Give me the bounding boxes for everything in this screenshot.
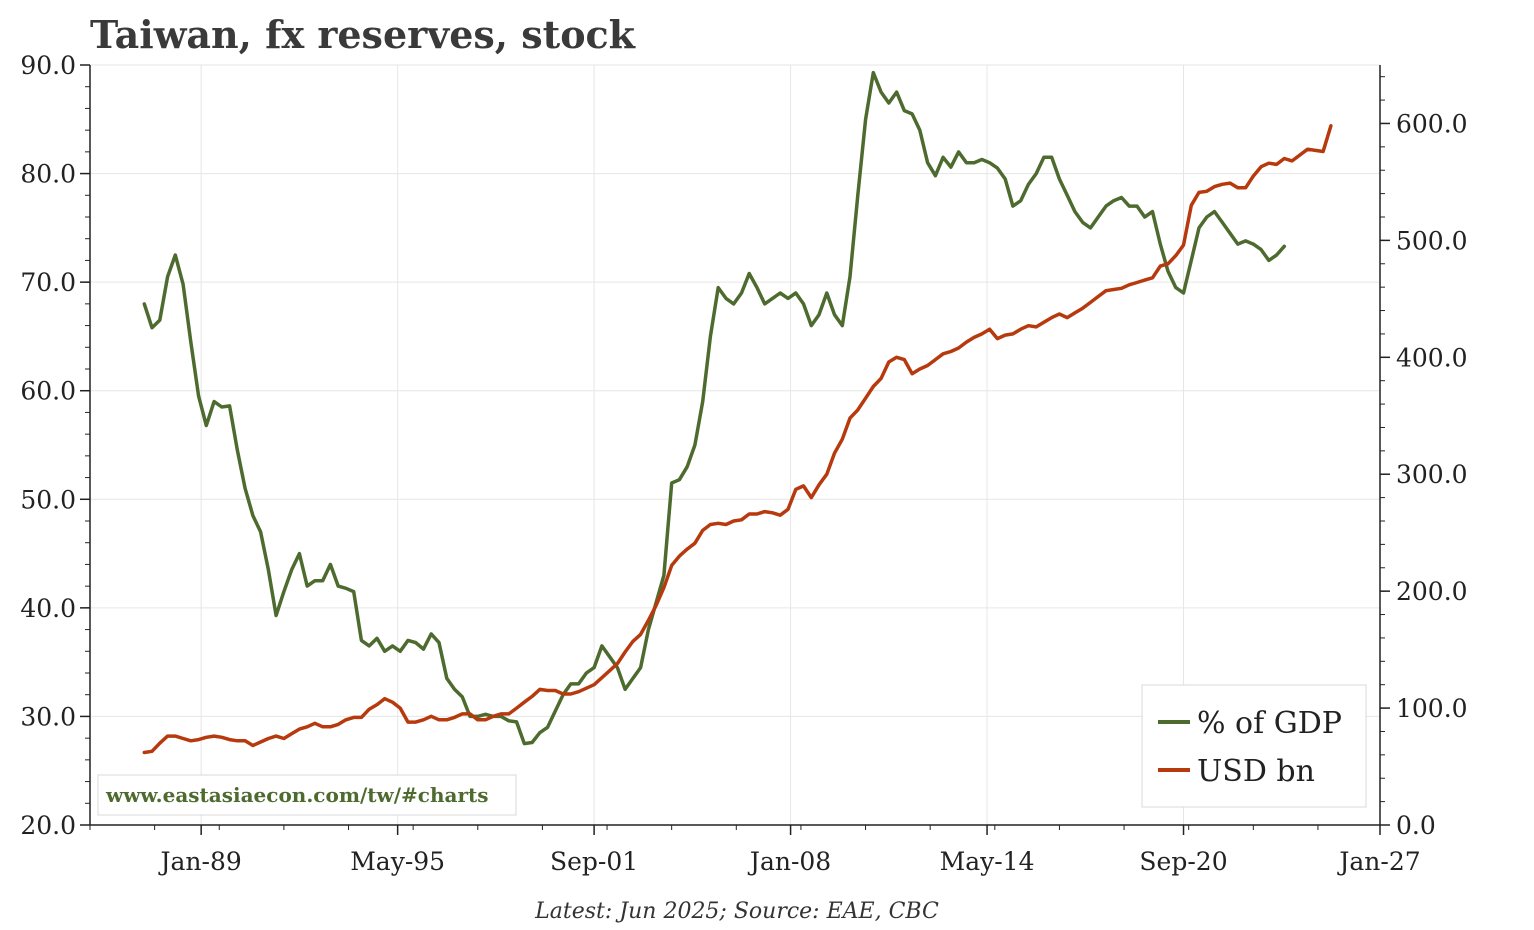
left-tick-label: 20.0: [20, 811, 76, 840]
x-axis-ticks: Jan-89 May-95 Sep-01 Jan-08 May-14 Sep-20 Jan-…: [89, 825, 1421, 876]
gdp-series-line: [142, 70, 1287, 746]
left-tick-label: 30.0: [20, 702, 76, 731]
usd-series-line: [142, 124, 1333, 755]
watermark-box: www.eastasiaecon.com/tw/#charts: [97, 774, 517, 816]
left-tick-label: 60.0: [20, 377, 76, 406]
watermark-text: www.eastasiaecon.com/tw/#charts: [105, 783, 489, 807]
right-y-axis-ticks: 0.0 100.0 200.0 300.0 400.0 500.0 600.0: [1380, 76, 1468, 840]
legend: % of GDP USD bn: [1141, 684, 1367, 808]
x-tick-label: Jan-27: [1336, 847, 1420, 876]
legend-box: [1141, 684, 1367, 808]
axes: [89, 65, 1381, 826]
left-tick-label: 50.0: [20, 485, 76, 514]
x-tick-label: Jan-08: [747, 847, 831, 876]
right-tick-label: 300.0: [1396, 460, 1468, 489]
right-tick-label: 200.0: [1396, 577, 1468, 606]
legend-label-usd: USD bn: [1197, 754, 1315, 789]
chart-title: Taiwan, fx reserves, stock: [90, 12, 636, 57]
x-tick-label: May-95: [350, 847, 445, 876]
left-tick-label: 90.0: [20, 51, 76, 80]
left-tick-label: 80.0: [20, 160, 76, 189]
right-tick-label: 500.0: [1396, 226, 1468, 255]
right-tick-label: 100.0: [1396, 694, 1468, 723]
x-tick-label: Sep-01: [550, 847, 638, 876]
left-tick-label: 70.0: [20, 268, 76, 297]
plot-lines: [142, 70, 1333, 755]
x-tick-label: May-14: [940, 847, 1035, 876]
legend-label-gdp: % of GDP: [1197, 706, 1342, 741]
source-note: Latest: Jun 2025; Source: EAE, CBC: [534, 899, 939, 924]
right-tick-label: 600.0: [1396, 109, 1468, 138]
x-tick-label: Sep-20: [1139, 847, 1227, 876]
x-tick-label: Jan-89: [158, 847, 242, 876]
right-tick-label: 400.0: [1396, 343, 1468, 372]
right-tick-label: 0.0: [1396, 811, 1436, 840]
left-tick-label: 40.0: [20, 594, 76, 623]
left-y-axis-ticks: 20.0 30.0 40.0 50.0 60.0 70.0 80.0 90.0: [20, 51, 90, 840]
